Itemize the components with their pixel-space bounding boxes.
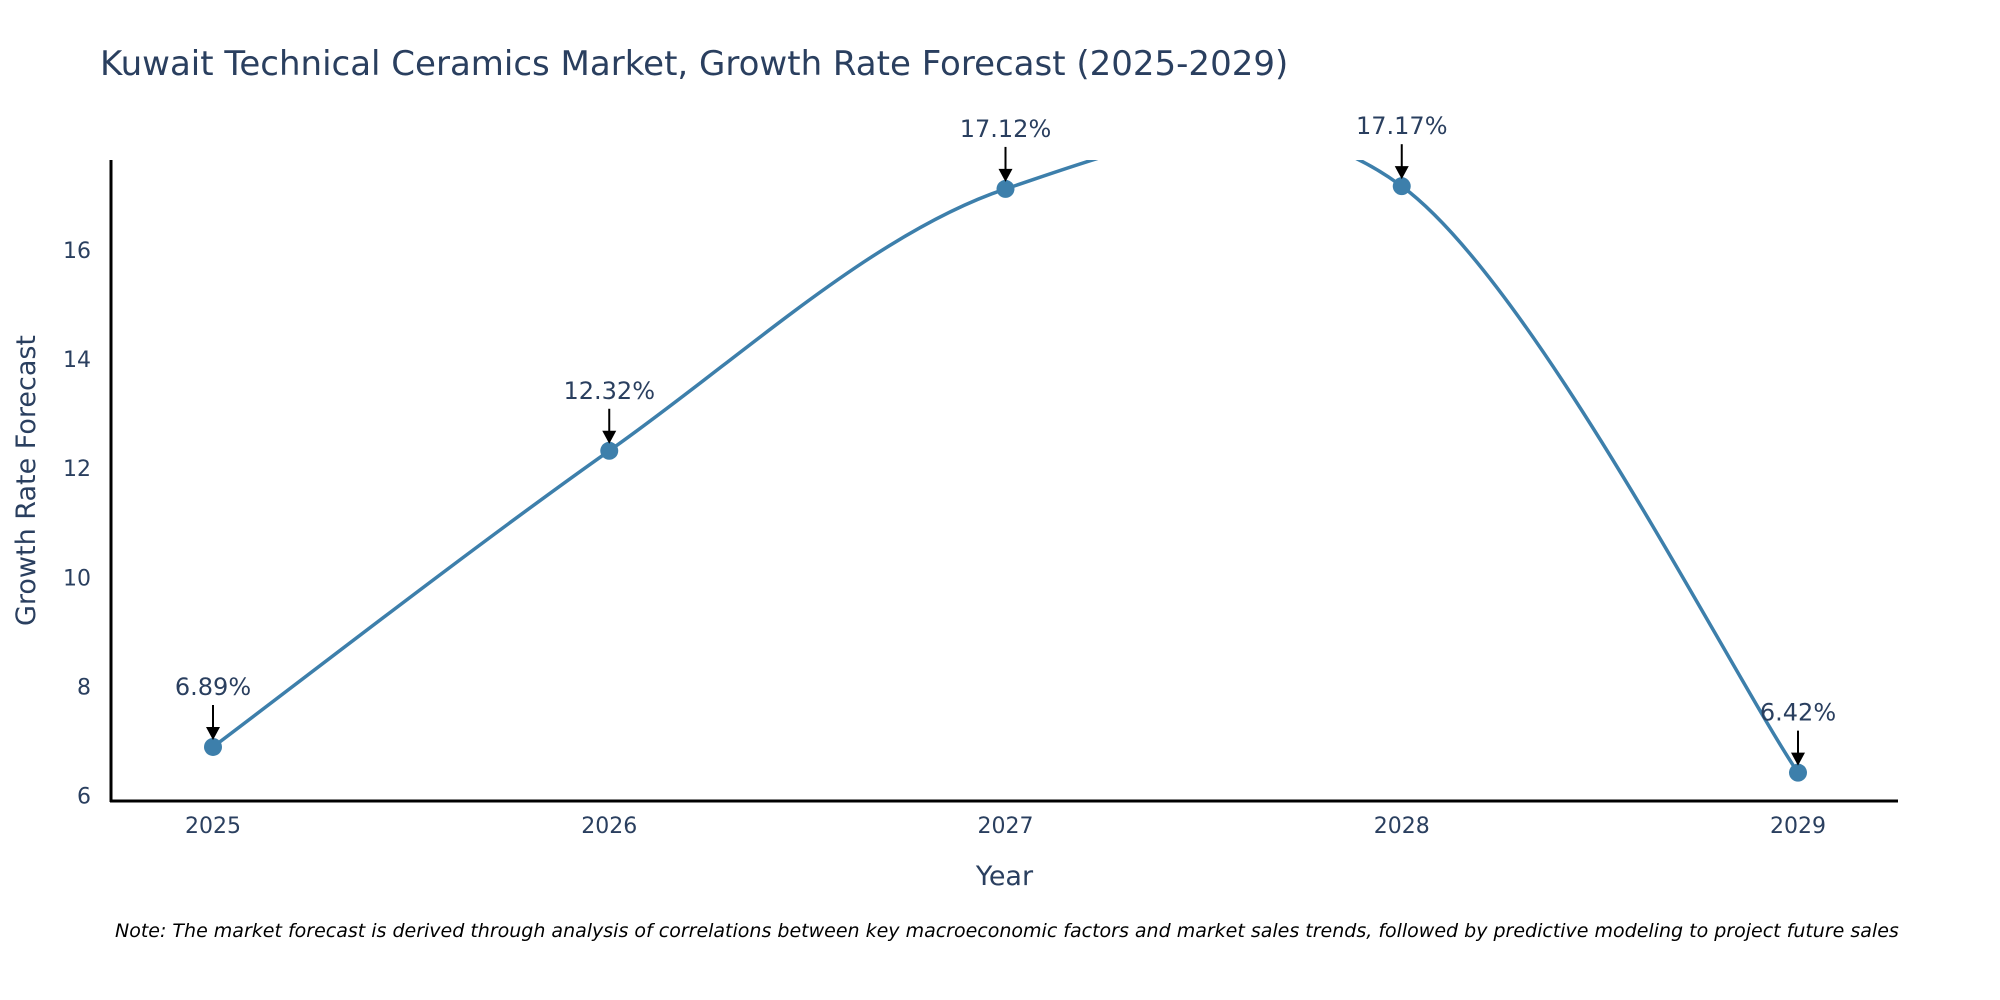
data-label: 6.42% [1760, 699, 1836, 727]
x-tick-label: 2027 [978, 814, 1034, 839]
annotation-arrow-head [206, 726, 220, 740]
y-tick-label: 12 [63, 457, 91, 482]
y-tick-label: 6 [77, 785, 91, 810]
y-tick-label: 14 [63, 348, 91, 373]
data-point-2028 [1392, 177, 1411, 196]
data-point-2027 [996, 179, 1015, 198]
data-label: 12.32% [563, 377, 655, 405]
y-axis-title: Growth Rate Forecast [11, 335, 42, 626]
annotation-arrow-head [1791, 752, 1805, 766]
data-label: 17.17% [1356, 112, 1448, 140]
x-tick-label: 2028 [1374, 814, 1430, 839]
chart-note: Note: The market forecast is derived thr… [115, 920, 1899, 942]
x-tick-label: 2025 [185, 814, 241, 839]
y-tick-label: 10 [63, 566, 91, 591]
annotation-arrow-head [602, 430, 617, 444]
data-label: 17.12% [960, 115, 1052, 143]
y-tick-label: 8 [77, 675, 91, 700]
annotation-arrow-head [998, 168, 1013, 182]
y-tick-label: 16 [63, 239, 91, 264]
data-point-2029 [1789, 763, 1807, 782]
data-point-2025 [204, 737, 222, 756]
x-tick-label: 2026 [581, 814, 637, 839]
data-point-2026 [600, 441, 619, 460]
annotation-arrow-head [1394, 166, 1409, 180]
x-axis-title: Year [975, 861, 1034, 892]
data-label: 6.89% [175, 673, 251, 701]
series-line [211, 160, 1800, 774]
chart-title: Kuwait Technical Ceramics Market, Growth… [100, 44, 1289, 84]
x-tick-label: 2029 [1770, 814, 1826, 839]
